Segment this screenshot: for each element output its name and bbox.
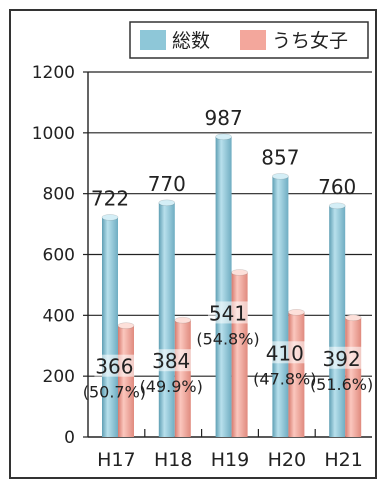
legend-swatch-total (140, 30, 166, 50)
value-label-total: 760 (318, 175, 356, 199)
value-label-total: 770 (148, 172, 186, 196)
x-category-label: H20 (268, 449, 306, 471)
y-tick-label: 1000 (32, 124, 75, 144)
value-label-total: 987 (205, 106, 243, 130)
value-label-total: 722 (91, 186, 129, 210)
grid-lines (88, 71, 372, 377)
value-label-girls: 541 (209, 301, 247, 325)
bar-total-body (272, 176, 289, 437)
bar-girls-top (288, 308, 305, 316)
bar-girls-top (231, 269, 248, 276)
value-label-bg (264, 341, 305, 364)
y-tick-label: 400 (43, 306, 75, 326)
bar-total-top (101, 214, 119, 221)
y-tick-label: 1200 (32, 63, 75, 83)
legend-label-girls: うち女子 (272, 30, 348, 52)
x-category-label: H17 (97, 449, 135, 471)
value-label-bg (151, 349, 192, 372)
bar-total-body (215, 136, 232, 437)
value-label-girls: 366 (95, 355, 133, 379)
value-label-total: 857 (261, 145, 299, 169)
bar-total (158, 199, 176, 437)
y-tick-label: 200 (43, 367, 75, 387)
legend-label-total: 総数 (172, 30, 210, 52)
bar-girls-top (344, 314, 362, 322)
x-category-label: H19 (211, 449, 249, 471)
bar-girls (117, 322, 135, 437)
bar-total (215, 133, 232, 437)
bar-girls-body (231, 272, 248, 437)
bar-total (272, 173, 289, 437)
chart-frame (9, 9, 377, 479)
bar-girls-top (117, 322, 135, 329)
value-label-bg (321, 346, 362, 369)
bar-total-top (272, 173, 289, 180)
percent-label-girls: (49.9%) (140, 377, 203, 396)
bar-girls-body (118, 325, 134, 437)
value-label-bg (208, 301, 248, 324)
value-label-girls: 410 (266, 341, 304, 365)
percent-label-girls: (51.6%) (310, 375, 373, 394)
legend: 総数 うち女子 (129, 21, 369, 59)
bar-total-top (158, 199, 176, 207)
bar-total (328, 202, 346, 437)
value-label-girls: 384 (152, 349, 190, 373)
y-tick-label: 800 (43, 185, 75, 205)
data-labels: 722 366 (50.7%) 770 384 (49.9%) 987 541 (54.8%) 8… (83, 106, 374, 402)
bar-total-top (215, 133, 232, 141)
y-tick-label: 600 (43, 246, 75, 266)
bar-total-body (158, 202, 175, 437)
percent-label-girls: (50.7%) (83, 383, 146, 402)
bar-total (101, 214, 119, 437)
x-category-label: H21 (324, 449, 362, 471)
value-label-girls: 392 (323, 347, 361, 371)
bar-girls-top (174, 316, 192, 324)
percent-label-girls: (47.8%) (253, 369, 316, 388)
bar-girls (231, 269, 248, 437)
legend-swatch-girls (240, 30, 266, 50)
x-category-label: H18 (154, 449, 192, 471)
y-tick-label: 0 (64, 428, 75, 448)
bar-total-body (329, 205, 346, 437)
value-label-bg (94, 354, 135, 377)
bar-total-top (328, 202, 346, 210)
axes: 0 200 400 600 800 1000 1200 H17 H18 H19 H20 H21 (32, 63, 372, 471)
percent-label-girls: (54.8%) (196, 329, 259, 348)
bar-total-body (102, 217, 118, 437)
